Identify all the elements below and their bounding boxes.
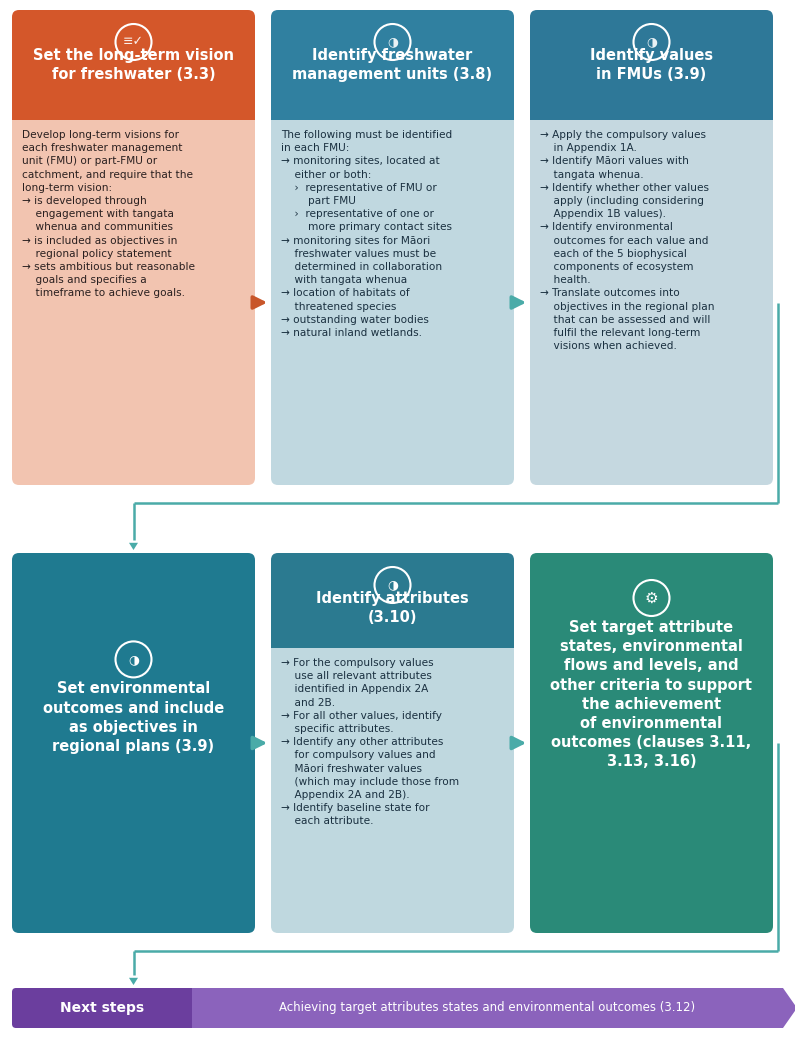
Polygon shape: [129, 978, 138, 985]
Text: Identify attributes
(3.10): Identify attributes (3.10): [316, 591, 469, 625]
Text: ◑: ◑: [646, 36, 657, 48]
Text: → For the compulsory values
    use all relevant attributes
    identified in Ap: → For the compulsory values use all rele…: [281, 658, 460, 827]
Bar: [12, 118, 255, 127]
Polygon shape: [129, 542, 138, 550]
Text: Set the long-term vision
for freshwater (3.3): Set the long-term vision for freshwater …: [33, 48, 234, 82]
FancyBboxPatch shape: [12, 120, 255, 485]
Bar: [271, 118, 514, 127]
FancyBboxPatch shape: [530, 9, 773, 120]
Text: Identify freshwater
management units (3.8): Identify freshwater management units (3.…: [293, 48, 493, 82]
Text: ◑: ◑: [387, 36, 398, 48]
FancyBboxPatch shape: [530, 553, 773, 933]
Text: ◑: ◑: [128, 653, 139, 665]
Bar: [530, 118, 773, 127]
Text: ◑: ◑: [387, 578, 398, 592]
FancyBboxPatch shape: [271, 120, 514, 485]
Text: → Apply the compulsory values
    in Appendix 1A.
→ Identify Māori values with
 : → Apply the compulsory values in Appendi…: [540, 130, 715, 352]
Text: Develop long-term visions for
each freshwater management
unit (FMU) or part-FMU : Develop long-term visions for each fresh…: [22, 130, 195, 298]
FancyBboxPatch shape: [12, 988, 192, 1028]
Text: ≡✓: ≡✓: [123, 36, 144, 48]
Bar: [530, 111, 773, 120]
Text: ⚙: ⚙: [645, 591, 658, 605]
Polygon shape: [192, 988, 795, 1028]
Text: Set target attribute
states, environmental
flows and levels, and
other criteria : Set target attribute states, environment…: [550, 620, 753, 770]
Text: Next steps: Next steps: [60, 1001, 144, 1015]
Text: Set environmental
outcomes and include
as objectives in
regional plans (3.9): Set environmental outcomes and include a…: [43, 681, 224, 754]
Bar: [271, 645, 514, 655]
Bar: [184, 988, 192, 1028]
Bar: [12, 111, 255, 120]
Text: Identify values
in FMUs (3.9): Identify values in FMUs (3.9): [590, 48, 713, 82]
FancyBboxPatch shape: [12, 9, 255, 120]
Text: The following must be identified
in each FMU:
→ monitoring sites, located at
   : The following must be identified in each…: [281, 130, 452, 338]
FancyBboxPatch shape: [12, 553, 255, 933]
Bar: [271, 639, 514, 648]
Text: Achieving target attributes states and environmental outcomes (3.12): Achieving target attributes states and e…: [279, 1001, 696, 1014]
FancyBboxPatch shape: [271, 9, 514, 120]
FancyBboxPatch shape: [271, 553, 514, 648]
FancyBboxPatch shape: [530, 120, 773, 485]
FancyBboxPatch shape: [271, 648, 514, 933]
Bar: [271, 111, 514, 120]
